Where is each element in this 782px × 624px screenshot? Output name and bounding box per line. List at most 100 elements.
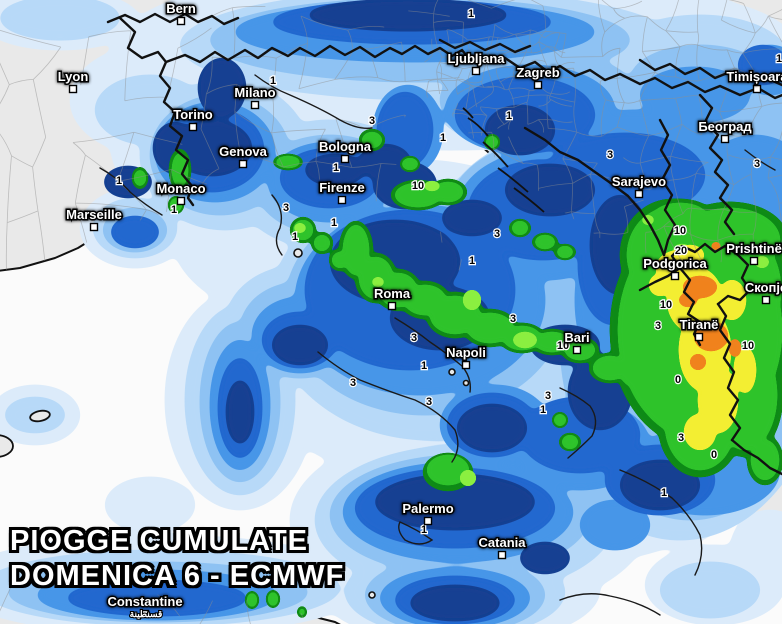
rain-contour <box>398 521 434 545</box>
precip-cell <box>649 274 671 296</box>
contour-label: 3 <box>369 115 375 127</box>
precip-cell <box>457 404 527 452</box>
precip-cell <box>424 181 440 191</box>
precip-cell <box>134 170 146 186</box>
precip-cell <box>738 45 782 85</box>
contour-label: 3 <box>754 158 760 170</box>
country-border <box>716 302 742 442</box>
country-border <box>698 93 736 236</box>
precip-cell <box>729 242 781 338</box>
contour-label: 1 <box>468 8 474 20</box>
city-marker <box>749 256 759 266</box>
city-marker <box>670 271 680 281</box>
city-label: Catania <box>479 535 527 550</box>
small-island <box>462 379 470 387</box>
precip-cell <box>486 136 498 148</box>
precip-cell <box>226 380 254 444</box>
contour-label: 3 <box>426 396 432 408</box>
city-marker <box>461 360 471 370</box>
city-marker <box>176 196 186 206</box>
rain-contour <box>559 593 661 616</box>
precip-cell <box>505 164 595 216</box>
country-border <box>678 266 702 347</box>
contour-label: 3 <box>350 377 356 389</box>
city-label: Tiranë <box>680 317 719 332</box>
precip-cell <box>513 332 537 348</box>
rain-contour <box>99 167 163 216</box>
precip-cell <box>105 477 195 533</box>
precip-cell <box>172 153 188 187</box>
city-label: Скопје <box>745 280 782 295</box>
island-mallorca <box>0 434 14 458</box>
precip-cell <box>684 414 716 450</box>
contour-label: 1 <box>292 231 298 243</box>
city-label: Milano <box>234 85 275 100</box>
contour-label: 1 <box>171 204 177 216</box>
rain-contour <box>394 317 472 393</box>
contour-label: 3 <box>283 202 289 214</box>
city: Marseille <box>65 206 123 232</box>
city-marker <box>68 84 78 94</box>
city-label: Napoli <box>446 345 486 360</box>
contour-label: 3 <box>545 390 551 402</box>
city-marker <box>497 550 507 560</box>
precip-cell <box>690 354 706 370</box>
precip-cell <box>308 0 508 31</box>
country-border <box>438 38 532 54</box>
precip-cell <box>562 435 578 449</box>
precip-cell <box>621 362 659 388</box>
precip-cell <box>620 460 700 510</box>
city-marker <box>471 66 481 76</box>
city: Catania <box>477 534 528 560</box>
contour-label: 10 <box>412 180 424 192</box>
contour-label: 1 <box>469 255 475 267</box>
city: Napoli <box>445 344 487 370</box>
city-label: Prishtinë <box>726 241 782 256</box>
contour-label: 3 <box>607 149 613 161</box>
city-label: Constantine <box>107 594 182 609</box>
contour-label: 10 <box>674 225 686 237</box>
city-label-native: قسنطينة <box>130 609 163 619</box>
rain-contour <box>744 149 776 171</box>
dalmatian-island <box>482 141 509 168</box>
country-border <box>638 58 782 87</box>
precip-cell <box>557 246 573 258</box>
contour-label: 1 <box>540 404 546 416</box>
city-marker <box>533 80 543 90</box>
dalmatian-island <box>467 117 489 137</box>
country-border <box>118 16 195 207</box>
precip-cell <box>294 223 306 233</box>
contour-label: 10 <box>660 299 672 311</box>
city: Zagreb <box>515 64 561 90</box>
contour-label: 1 <box>421 360 427 372</box>
city-marker <box>572 345 582 355</box>
city: Bologna <box>318 138 373 164</box>
precip-cell <box>427 455 469 485</box>
contour-label: 3 <box>494 228 500 240</box>
city: Monaco <box>155 180 207 206</box>
dalmatian-island <box>497 167 529 193</box>
city: Torino <box>172 106 214 132</box>
city: Ljubljana <box>446 50 507 76</box>
city-label: Bern <box>166 1 196 16</box>
precip-cell <box>467 313 513 343</box>
city-label: Palermo <box>402 501 453 516</box>
contour-label: 3 <box>678 432 684 444</box>
city: Bern <box>165 0 197 26</box>
city: Bari <box>563 329 591 355</box>
precip-cell <box>442 200 502 236</box>
precip-cell <box>734 347 756 393</box>
contour-label: 1 <box>661 487 667 499</box>
city-marker <box>752 84 762 94</box>
contour-label: 10 <box>742 340 754 352</box>
city-label: Zagreb <box>516 65 559 80</box>
precip-cell <box>362 132 382 148</box>
contour-label: 0 <box>711 449 717 461</box>
contour-label: 3 <box>510 313 516 325</box>
city-marker <box>423 516 433 526</box>
precip-cell <box>375 474 535 530</box>
precip-cell <box>410 585 500 621</box>
island-menorca <box>29 409 51 423</box>
city: Tiranë <box>678 316 720 342</box>
precip-cell <box>460 470 476 486</box>
